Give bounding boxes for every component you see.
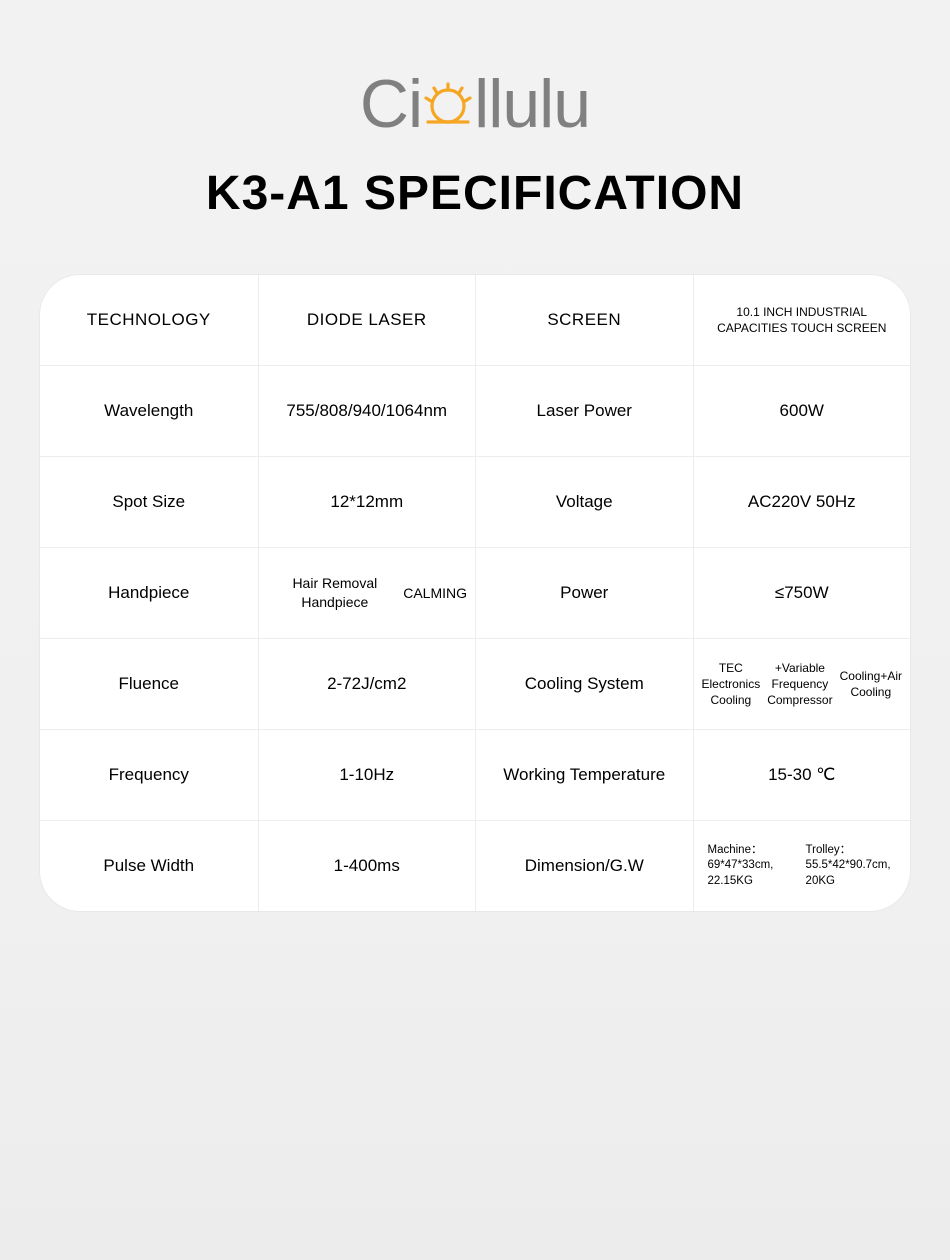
page: Ci llulu K3-A1 SPECIFICATION TECHNOLOGYD… xyxy=(0,0,950,911)
table-cell: 1-10Hz xyxy=(258,730,476,820)
table-cell: 12*12mm xyxy=(258,457,476,547)
table-cell: Hair Removal HandpieceCALMING xyxy=(258,548,476,638)
table-cell: DIODE LASER xyxy=(258,275,476,365)
table-cell: Machine：69*47*33cm, 22.15KGTrolley：55.5*… xyxy=(693,821,911,911)
brand-logo: Ci llulu xyxy=(360,70,590,138)
table-cell: ≤750W xyxy=(693,548,911,638)
table-cell: 10.1 INCH INDUSTRIAL CAPACITIES TOUCH SC… xyxy=(693,275,911,365)
logo-text-pre: Ci xyxy=(360,70,422,138)
spec-table: TECHNOLOGYDIODE LASERSCREEN10.1 INCH IND… xyxy=(40,275,910,911)
table-cell: Wavelength xyxy=(40,366,258,456)
table-cell: Handpiece xyxy=(40,548,258,638)
sun-icon xyxy=(422,82,474,134)
table-cell: Fluence xyxy=(40,639,258,729)
table-row: Pulse Width1-400msDimension/G.WMachine：6… xyxy=(40,820,910,911)
table-cell: Laser Power xyxy=(475,366,693,456)
table-cell: TEC Electronics Cooling+Variable Frequen… xyxy=(693,639,911,729)
table-cell: Pulse Width xyxy=(40,821,258,911)
table-cell: SCREEN xyxy=(475,275,693,365)
table-cell: 600W xyxy=(693,366,911,456)
table-cell: Dimension/G.W xyxy=(475,821,693,911)
table-row: Spot Size12*12mmVoltageAC220V 50Hz xyxy=(40,456,910,547)
table-cell: 15-30 ℃ xyxy=(693,730,911,820)
table-row: Wavelength755/808/940/1064nmLaser Power6… xyxy=(40,365,910,456)
table-cell: 2-72J/cm2 xyxy=(258,639,476,729)
table-cell: Voltage xyxy=(475,457,693,547)
table-row: TECHNOLOGYDIODE LASERSCREEN10.1 INCH IND… xyxy=(40,275,910,365)
table-cell: Frequency xyxy=(40,730,258,820)
table-cell: Power xyxy=(475,548,693,638)
table-row: HandpieceHair Removal HandpieceCALMINGPo… xyxy=(40,547,910,638)
logo-text-post: llulu xyxy=(474,70,590,138)
table-cell: Working Temperature xyxy=(475,730,693,820)
table-cell: AC220V 50Hz xyxy=(693,457,911,547)
table-cell: TECHNOLOGY xyxy=(40,275,258,365)
table-cell: Spot Size xyxy=(40,457,258,547)
table-cell: 1-400ms xyxy=(258,821,476,911)
table-row: Fluence2-72J/cm2Cooling SystemTEC Electr… xyxy=(40,638,910,729)
table-cell: Cooling System xyxy=(475,639,693,729)
table-cell: 755/808/940/1064nm xyxy=(258,366,476,456)
table-row: Frequency1-10HzWorking Temperature15-30 … xyxy=(40,729,910,820)
page-title: K3-A1 SPECIFICATION xyxy=(206,166,744,221)
